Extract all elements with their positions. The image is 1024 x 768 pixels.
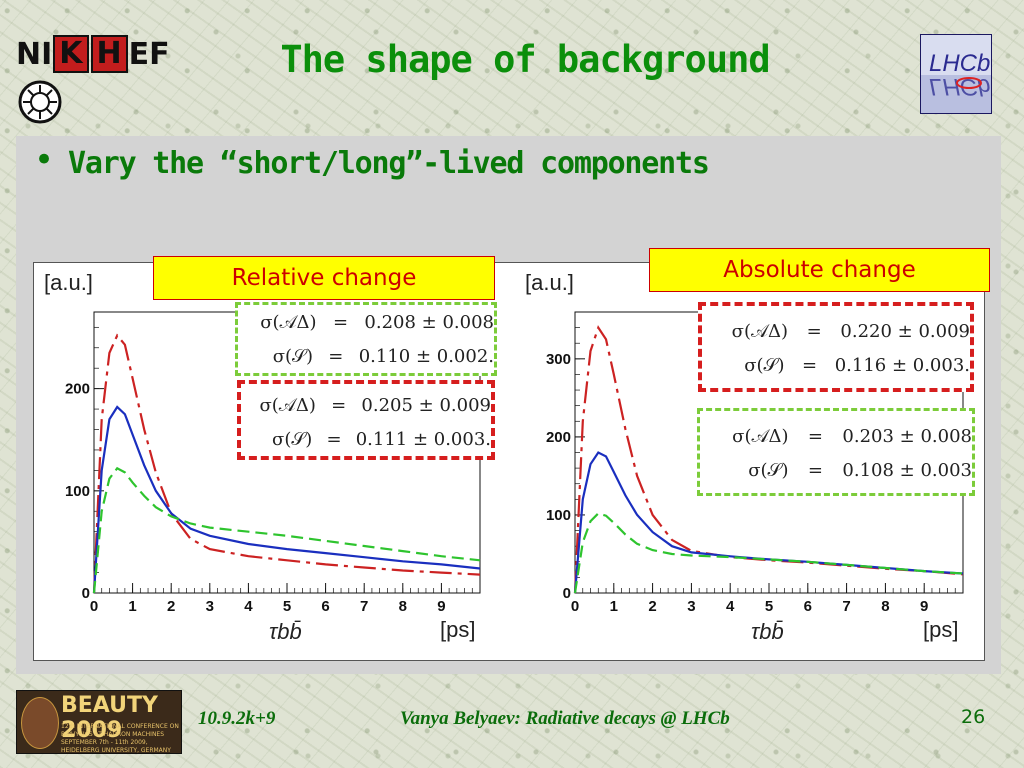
y-tick-label: 100: [65, 483, 90, 500]
series-line: [92, 405, 481, 594]
eq-row: σ(𝒮) = 0.116 ± 0.003.: [702, 348, 970, 382]
x-tick-label: 7: [842, 598, 850, 615]
eq-row: σ(𝒮) = 0.108 ± 0.003: [700, 453, 972, 487]
eq-box-right-red: σ(𝒜Δ) = 0.220 ± 0.009 σ(𝒮) = 0.116 ± 0.003.: [698, 302, 974, 392]
eq-box-right-green: σ(𝒜Δ) = 0.203 ± 0.008 σ(𝒮) = 0.108 ± 0.003: [697, 408, 975, 496]
y-tick-label: 200: [65, 381, 90, 398]
x-tick-label: 0: [90, 598, 98, 615]
x-tick-label: 5: [765, 598, 773, 615]
x-tick-label: 8: [399, 598, 407, 615]
x-axis-label: τbb̄: [269, 619, 302, 644]
eq-sign: =: [326, 428, 342, 450]
series-line: [573, 512, 964, 594]
eq-sign: =: [331, 394, 347, 416]
eq-row: σ(𝒜Δ) = 0.203 ± 0.008: [700, 419, 972, 453]
nikhef-logo-suffix: EF: [128, 36, 170, 72]
lhcb-logo-text: LHCb: [929, 50, 990, 77]
relative-change-tag: Relative change: [153, 256, 495, 300]
nikhef-logo-prefix: NI: [16, 36, 53, 72]
x-tick-label: 2: [167, 598, 175, 615]
slide-title: The shape of background: [280, 38, 770, 81]
eq-rhs: 0.116 ± 0.003.: [834, 354, 970, 376]
y-tick-label: 200: [546, 429, 571, 446]
x-axis-unit: [ps]: [440, 617, 475, 642]
y-axis-label: [a.u.]: [525, 270, 574, 295]
eq-sign: =: [806, 320, 822, 342]
eq-row: σ(𝒮) = 0.111 ± 0.003.: [241, 422, 491, 456]
x-tick-label: 2: [648, 598, 656, 615]
beauty-2009-logo: BEAUTY 2009 12th INTERNATIONAL CONFERENC…: [16, 690, 182, 754]
eq-row: σ(𝒜Δ) = 0.205 ± 0.009: [241, 388, 491, 422]
x-tick-label: 5: [283, 598, 291, 615]
x-tick-label: 3: [687, 598, 695, 615]
eq-rhs: 0.110 ± 0.002.: [358, 345, 494, 367]
y-tick-label: 0: [82, 585, 90, 602]
eq-sign: =: [332, 311, 349, 333]
beauty-emblem-icon: [21, 697, 59, 749]
lhcb-logo-graphic: LHCb LHCb: [921, 35, 991, 113]
nikhef-logo-h: H: [90, 35, 128, 73]
eq-sign: =: [802, 354, 818, 376]
x-tick-label: 4: [726, 598, 735, 615]
eq-sign: =: [807, 425, 823, 447]
eq-rhs: 0.205 ± 0.009: [361, 394, 491, 416]
beauty-logo-subtitle: 12th INTERNATIONAL CONFERENCE ON B-PHYSI…: [61, 723, 179, 754]
series-line: [92, 466, 481, 594]
x-tick-label: 7: [360, 598, 368, 615]
x-tick-label: 3: [206, 598, 214, 615]
x-tick-label: 9: [437, 598, 445, 615]
x-tick-label: 0: [571, 598, 579, 615]
eq-sign: =: [807, 459, 823, 481]
eq-box-left-red: σ(𝒜Δ) = 0.205 ± 0.009 σ(𝒮) = 0.111 ± 0.003.: [237, 380, 495, 460]
eq-rhs: 0.108 ± 0.003: [842, 459, 972, 481]
eq-lhs: σ(𝒜Δ): [260, 311, 317, 333]
nikhef-emblem-icon: [18, 80, 62, 124]
y-axis-label: [a.u.]: [44, 270, 93, 295]
eq-lhs: σ(𝒜Δ): [732, 425, 789, 447]
eq-lhs: σ(𝒜Δ): [731, 320, 789, 342]
y-tick-label: 0: [563, 585, 571, 602]
x-tick-label: 8: [881, 598, 889, 615]
x-axis-label: τbb̄: [751, 619, 784, 644]
bullet-dot: •: [34, 140, 55, 180]
absolute-change-tag: Absolute change: [649, 248, 990, 292]
eq-rhs: 0.111 ± 0.003.: [355, 428, 491, 450]
nikhef-logo-k: K: [53, 35, 89, 73]
eq-box-left-green: σ(𝒜Δ) = 0.208 ± 0.008 σ(𝒮) = 0.110 ± 0.002.: [235, 302, 497, 376]
page-number: 26: [961, 706, 986, 728]
eq-lhs: σ(𝒮): [272, 345, 314, 367]
x-tick-label: 6: [804, 598, 812, 615]
eq-sign: =: [328, 345, 344, 367]
x-tick-label: 4: [244, 598, 253, 615]
eq-rhs: 0.208 ± 0.008: [364, 311, 494, 333]
nikhef-logo: NI K H EF: [16, 32, 170, 124]
eq-row: σ(𝒜Δ) = 0.220 ± 0.009: [702, 314, 970, 348]
eq-rhs: 0.220 ± 0.009: [840, 320, 970, 342]
x-tick-label: 1: [610, 598, 618, 615]
eq-lhs: σ(𝒮): [744, 354, 785, 376]
eq-lhs: σ(𝒮): [748, 459, 789, 481]
y-tick-label: 100: [546, 507, 571, 524]
x-tick-label: 9: [920, 598, 928, 615]
footer-author: Vanya Belyaev: Radiative decays @ LHCb: [400, 708, 730, 729]
eq-row: σ(𝒮) = 0.110 ± 0.002.: [238, 339, 494, 373]
x-tick-label: 6: [321, 598, 329, 615]
series-line: [92, 333, 481, 594]
beauty-logo-title: BEAUTY 2009: [61, 693, 158, 743]
eq-lhs: σ(𝒜Δ): [259, 394, 316, 416]
eq-row: σ(𝒜Δ) = 0.208 ± 0.008: [238, 305, 494, 339]
y-tick-label: 300: [546, 351, 571, 368]
x-axis-unit: [ps]: [923, 617, 958, 642]
x-tick-label: 1: [128, 598, 136, 615]
footer-date: 10.9.2k+9: [198, 708, 276, 729]
eq-lhs: σ(𝒮): [272, 428, 313, 450]
lhcb-logo: LHCb LHCb: [920, 34, 992, 114]
eq-rhs: 0.203 ± 0.008: [842, 425, 972, 447]
bullet-text: Vary the “short/long”-lived components: [68, 146, 710, 181]
chart-right: 0 1 2 3 4 5 6 7 8 9 0 100 200 300 [a.u.] τbb̄ [ps]: [525, 270, 964, 644]
